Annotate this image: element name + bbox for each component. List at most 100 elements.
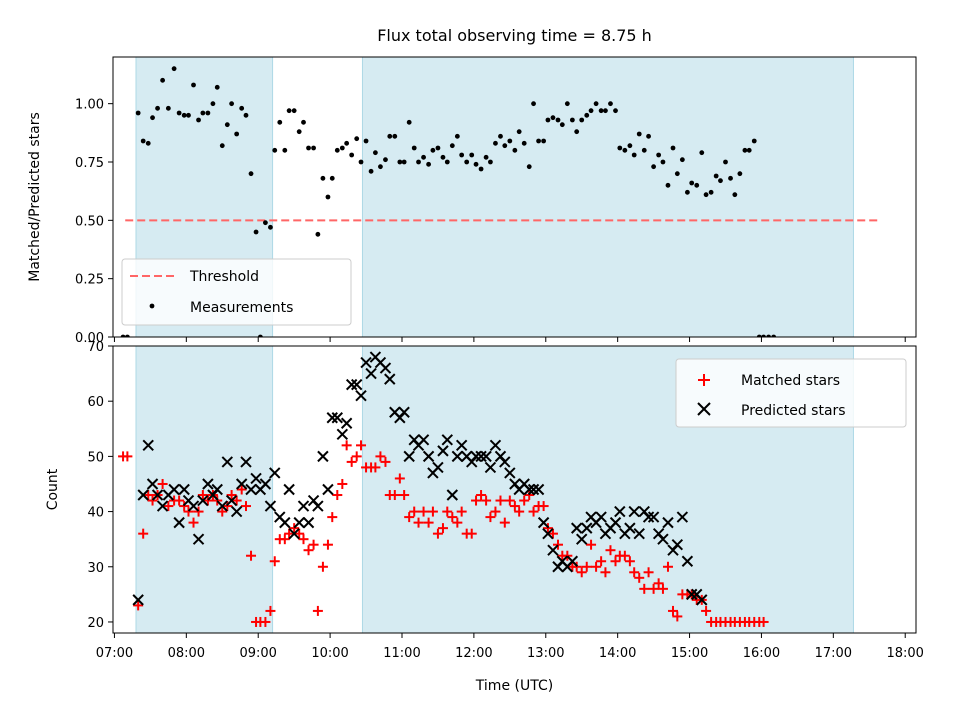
x-tick-label: 10:00 (311, 646, 348, 661)
matched-star-point (452, 517, 463, 528)
predicted-star-point (142, 439, 154, 452)
matched-star-point (147, 495, 158, 506)
measurement-point (406, 119, 412, 125)
matched-star-point (202, 495, 213, 506)
measurement-point (349, 152, 355, 158)
predicted-star-point (331, 412, 344, 424)
predicted-star-point (336, 428, 349, 441)
measurement-point (329, 175, 335, 181)
measurement-point (646, 133, 651, 139)
measurement-point (613, 108, 618, 114)
measurement-point (728, 175, 733, 181)
matched-star-point (519, 495, 530, 506)
matched-star-point (456, 506, 467, 517)
measurement-point (435, 145, 441, 151)
measurement-point (746, 147, 752, 153)
matched-star-point (514, 506, 525, 517)
predicted-star-point (322, 483, 334, 496)
matched-star-point (662, 561, 673, 572)
bottom-legend-box (675, 358, 907, 428)
predicted-star-point (173, 516, 185, 529)
measurement-point (516, 129, 522, 135)
y-tick-label: 50 (87, 450, 104, 465)
matched-star-point (317, 561, 328, 572)
predicted-star-point (317, 450, 329, 463)
matched-star-point (284, 528, 295, 539)
matched-star-point (246, 550, 257, 561)
matched-star-point (308, 539, 319, 550)
matched-star-point (547, 528, 558, 539)
measurement-point (430, 147, 436, 153)
predicted-star-point (355, 389, 367, 402)
predicted-star-point (168, 483, 180, 496)
x-tick-label: 11:00 (383, 646, 420, 661)
measurement-point (603, 108, 608, 114)
measurement-point (401, 159, 407, 165)
matched-star-point (188, 517, 199, 528)
predicted-star-point (269, 467, 281, 479)
x-axis-label: Time (UTC) (475, 678, 553, 694)
measurement-point (751, 138, 757, 144)
predicted-star-point (259, 478, 272, 490)
matched-star-point (476, 490, 487, 501)
measurement-point (617, 145, 623, 151)
predicted-stars-legend-swatch (697, 402, 711, 416)
predicted-star-point (576, 533, 588, 545)
measurement-point (282, 147, 288, 153)
predicted-star-point (470, 450, 482, 463)
matched-star-point (394, 473, 405, 484)
measurement-point (145, 140, 151, 146)
measurement-point (392, 133, 398, 139)
measurement-point (257, 334, 263, 337)
matched-star-point (499, 517, 510, 528)
measurement-point (426, 161, 431, 167)
measurement-point (325, 194, 331, 200)
matched-star-point (490, 506, 501, 517)
predicted-star-point (379, 362, 392, 374)
predicted-star-point (283, 483, 295, 496)
measurement-point (699, 150, 705, 156)
matched-star-point (183, 506, 194, 517)
predicted-star-point (240, 456, 252, 468)
measurement-point (421, 154, 426, 160)
predicted-star-point (360, 356, 372, 369)
predicted-star-point (297, 500, 310, 512)
predicted-star-point (633, 527, 645, 540)
predicted-star-point (441, 434, 453, 446)
measurement-point (150, 115, 155, 121)
measurement-point (358, 159, 364, 165)
measurement-point (771, 334, 777, 337)
measurement-point (320, 175, 326, 181)
predicted-star-point (417, 434, 430, 446)
matched-star-point (174, 495, 185, 506)
predicted-star-point (245, 483, 257, 496)
measurement-point (368, 168, 374, 174)
predicted-star-point (178, 483, 190, 496)
predicted-star-point (293, 516, 305, 529)
measurement-point (689, 180, 695, 186)
x-tick-label: 17:00 (815, 646, 852, 661)
measurement-point (196, 117, 201, 123)
matched-star-point (289, 523, 300, 534)
predicted-star-point (484, 461, 497, 474)
x-tick-label: 08:00 (168, 646, 205, 661)
measurement-point (205, 110, 211, 116)
matched-star-point (591, 561, 602, 572)
predicted-star-point (345, 378, 358, 391)
matched-star-point (240, 501, 251, 512)
matched-star-point (634, 572, 645, 583)
measurement-point (378, 164, 383, 170)
matched-star-point (279, 534, 290, 545)
x-tick-label: 15:00 (671, 646, 708, 661)
measurement-point (291, 108, 297, 114)
matched-star-point (133, 600, 144, 611)
predicted-star-point (614, 505, 626, 518)
matched-star-point (629, 567, 640, 578)
matched-star-point (337, 478, 348, 489)
measurement-point (363, 138, 369, 144)
matched-star-point (758, 616, 769, 627)
predicted-star-point (216, 500, 228, 512)
measurement-point (507, 138, 513, 144)
measurement-point (459, 152, 465, 158)
measurement-point (641, 147, 647, 153)
